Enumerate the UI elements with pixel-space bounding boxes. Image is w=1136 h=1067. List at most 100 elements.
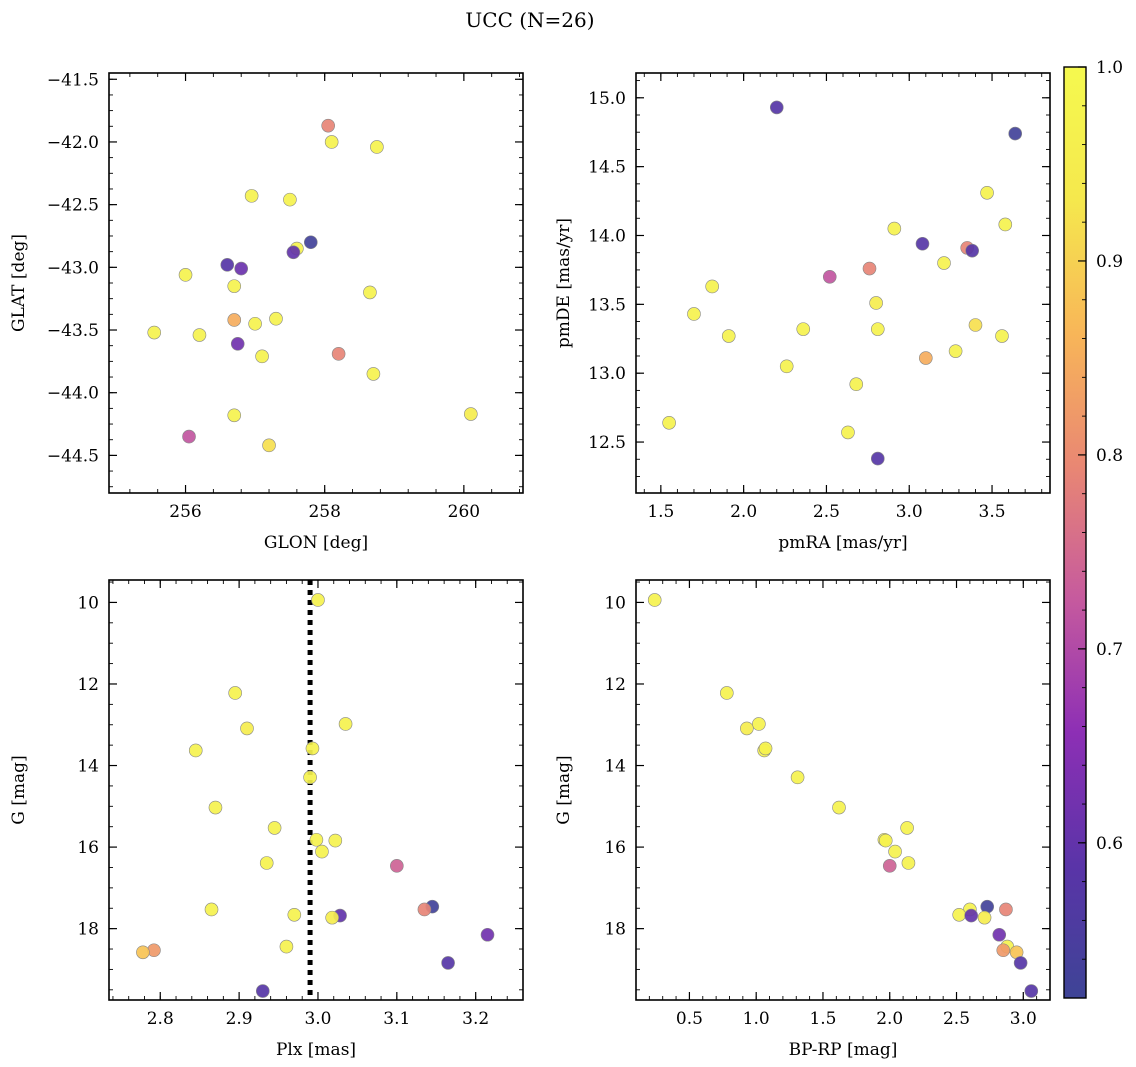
y-tick-label: 12.5 <box>588 433 626 453</box>
data-point <box>888 844 902 859</box>
y-axis-label: GLAT [deg] <box>9 234 29 332</box>
x-axis-label: GLON [deg] <box>264 533 368 553</box>
data-point <box>303 235 318 250</box>
data-point <box>869 296 883 310</box>
y-tick-label: 15.0 <box>588 89 626 109</box>
axes-frame <box>635 579 1051 1001</box>
data-point <box>841 425 855 440</box>
data-point <box>779 359 794 374</box>
data-point <box>366 367 381 381</box>
colorbar: 0.6 0.7 0.8 0.9 1.0 <box>1063 58 1123 999</box>
data-point <box>259 856 274 870</box>
data-point <box>311 593 325 607</box>
data-point <box>240 721 254 736</box>
y-tick-label: 10 <box>77 593 99 613</box>
data-point <box>937 256 951 270</box>
x-axis-label: pmRA [mas/yr] <box>778 533 907 553</box>
data-point <box>363 285 377 300</box>
data-point <box>390 859 404 873</box>
y-tick-label: −43.0 <box>47 258 99 278</box>
x-tick-label: 2.8 <box>147 1009 174 1029</box>
data-point <box>188 743 203 758</box>
axes-frame <box>635 72 1051 494</box>
plx-g-panel: 2.8 2.9 3.0 3.1 3.2 10 12 14 16 18 Plx [mas] G [mag… <box>9 579 524 1060</box>
data-point <box>230 337 245 351</box>
data-point <box>287 907 302 922</box>
data-point <box>752 717 766 731</box>
data-point <box>464 407 478 421</box>
data-point <box>999 902 1013 917</box>
data-point <box>1008 126 1023 141</box>
data-point <box>248 316 262 331</box>
data-point <box>315 844 329 859</box>
y-tick-label: 14.5 <box>588 158 626 178</box>
data-point <box>878 833 893 848</box>
data-point <box>370 140 384 154</box>
data-point <box>279 939 294 954</box>
y-tick-label: −41.5 <box>47 70 99 90</box>
x-axis-label: BP-RP [mag] <box>789 1040 898 1060</box>
x-tick-label: 2.0 <box>876 1009 903 1029</box>
x-tick-label: 3.0 <box>1010 1009 1037 1029</box>
data-point <box>1013 956 1028 970</box>
data-point <box>980 186 994 200</box>
data-point <box>480 927 495 942</box>
data-point <box>968 318 983 332</box>
data-point <box>325 910 339 925</box>
data-point <box>705 279 719 294</box>
y-tick-label: 12 <box>77 675 99 695</box>
y-tick-label: −42.0 <box>47 133 99 153</box>
data-point <box>208 800 223 815</box>
data-point <box>822 270 837 284</box>
x-tick-label: 2.9 <box>226 1009 253 1029</box>
data-point <box>244 189 259 203</box>
data-point <box>862 261 877 276</box>
axes-frame <box>108 579 524 1001</box>
data-point <box>220 258 235 272</box>
data-point <box>870 451 885 466</box>
data-point <box>965 243 979 258</box>
colorbar-tick-label: 0.8 <box>1096 446 1123 466</box>
data-point <box>796 322 811 336</box>
y-tick-label: −44.0 <box>47 384 99 404</box>
data-point <box>769 100 784 115</box>
data-point <box>228 686 242 700</box>
colorbar-tick-label: 0.7 <box>1096 640 1123 660</box>
data-point <box>227 279 242 293</box>
x-tick-label: 3.5 <box>979 502 1006 522</box>
data-point <box>849 377 864 392</box>
y-tick-label: −42.5 <box>47 196 99 216</box>
data-point <box>417 902 432 917</box>
data-point <box>992 927 1007 942</box>
data-point <box>283 192 297 207</box>
x-tick-label: 256 <box>169 502 201 522</box>
x-tick-label: 3.0 <box>304 1009 331 1029</box>
x-tick-label: 3.2 <box>462 1009 489 1029</box>
data-point <box>1024 984 1039 998</box>
glon-glat-panel: 256 258 260 −44.5 −44.0 −43.5 −43.0 −42.5 −42.0 −… <box>9 70 524 553</box>
axes-frame <box>108 72 524 494</box>
data-point <box>647 593 662 607</box>
data-point <box>952 907 966 922</box>
data-point <box>995 329 1009 343</box>
y-axis-label: pmDE [mas/yr] <box>554 218 574 348</box>
y-tick-label: 18 <box>77 920 99 940</box>
x-tick-label: 2.0 <box>730 502 757 522</box>
y-axis-label: G [mag] <box>554 755 574 824</box>
x-axis-label: Plx [mas] <box>276 1040 356 1060</box>
data-point <box>147 943 161 958</box>
data-point <box>147 325 162 340</box>
data-point <box>832 800 846 815</box>
data-point <box>915 236 930 251</box>
x-tick-label: 3.1 <box>383 1009 410 1029</box>
data-point <box>286 245 301 260</box>
data-point <box>328 833 343 848</box>
colorbar-tick-label: 0.9 <box>1096 252 1123 272</box>
data-point <box>321 118 335 133</box>
data-point <box>227 408 242 423</box>
data-point <box>740 721 754 736</box>
data-point <box>887 221 902 236</box>
x-tick-label: 2.5 <box>813 502 840 522</box>
data-point <box>192 328 207 342</box>
